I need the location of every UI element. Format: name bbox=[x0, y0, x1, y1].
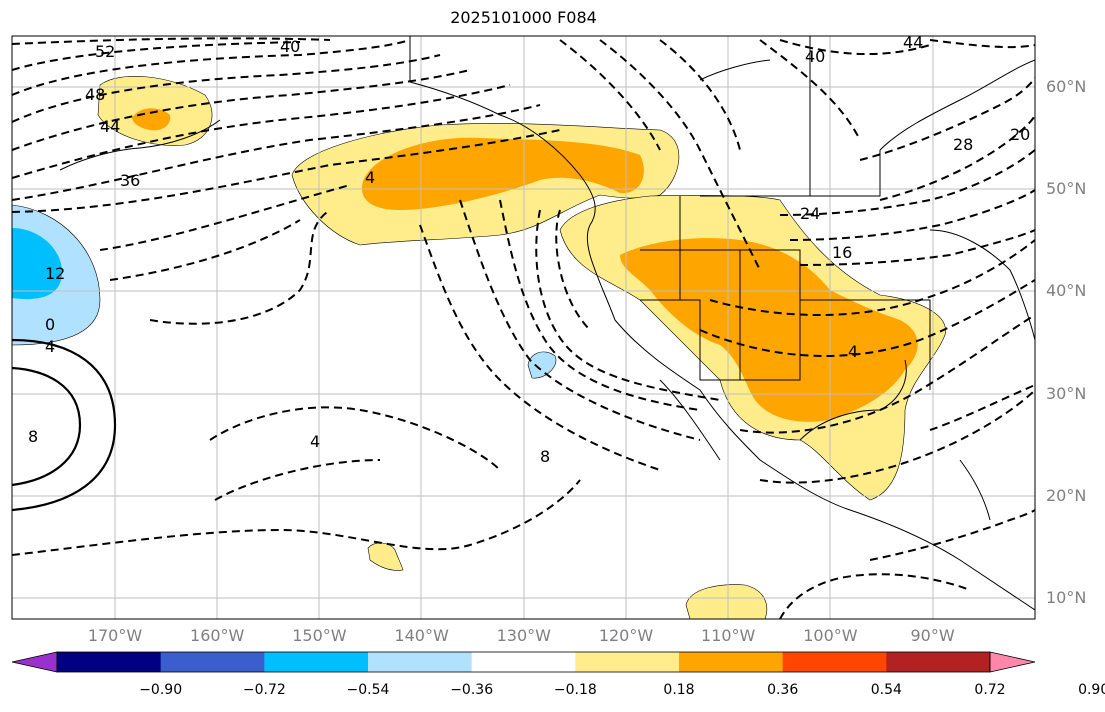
colorbar-tick-label: 0.90 bbox=[1078, 682, 1105, 698]
shade-light-blue-small bbox=[527, 351, 557, 379]
contour-label: 52 bbox=[95, 42, 115, 61]
map-frame bbox=[11, 35, 1036, 620]
contour-label: 48 bbox=[85, 85, 105, 104]
longitude-label: 170°W bbox=[87, 626, 143, 645]
contour-label: 36 bbox=[120, 171, 140, 190]
contour-label: 28 bbox=[953, 135, 973, 154]
longitude-label: 120°W bbox=[598, 626, 654, 645]
longitude-label: 110°W bbox=[701, 626, 756, 645]
longitude-label: 160°W bbox=[190, 626, 245, 645]
colorbar-extend-high bbox=[989, 651, 1036, 673]
colorbar-segment bbox=[575, 652, 680, 672]
colorbar bbox=[11, 651, 1036, 673]
contour-labels: 52 40 48 44 36 4 40 44 28 20 24 16 12 0 … bbox=[28, 33, 1030, 466]
latitude-label: 40°N bbox=[1046, 281, 1087, 301]
shade-orange-us bbox=[620, 238, 918, 422]
latitude-label: 20°N bbox=[1046, 485, 1087, 505]
colorbar-segment bbox=[57, 652, 162, 672]
latitude-label: 60°N bbox=[1046, 77, 1087, 96]
contour-label: 20 bbox=[1010, 125, 1030, 144]
longitude-label: 150°W bbox=[292, 626, 347, 645]
plot-title: 2025101000 F084 bbox=[450, 8, 597, 27]
shade-yellow-south bbox=[685, 584, 768, 619]
contour-label: 24 bbox=[800, 204, 820, 223]
colorbar-tick-label: 0.72 bbox=[974, 682, 1006, 698]
colorbar-tick-label: 0.36 bbox=[767, 682, 799, 698]
contour-label: 0 bbox=[45, 315, 55, 334]
contour-label: 40 bbox=[805, 47, 825, 66]
colorbar-frame bbox=[56, 651, 991, 673]
colorbar-segment bbox=[368, 652, 473, 672]
contour-label: 44 bbox=[903, 33, 923, 52]
colorbar-tick-label: −0.18 bbox=[553, 682, 597, 698]
colorbar-tick-label: −0.90 bbox=[139, 682, 183, 698]
colorbar-segment bbox=[679, 652, 784, 672]
colorbar-tick-label: 0.54 bbox=[870, 682, 902, 698]
contour-label: 12 bbox=[45, 264, 65, 283]
contour-label: 16 bbox=[832, 243, 852, 262]
latitude-label: 30°N bbox=[1046, 383, 1087, 403]
colorbar-extend-low bbox=[11, 651, 58, 673]
contour-label: 4 bbox=[45, 337, 55, 356]
longitude-label: 100°W bbox=[803, 626, 858, 645]
colorbar-segment bbox=[160, 652, 265, 672]
colorbar-tick-label: −0.54 bbox=[346, 682, 390, 698]
contour-label: 4 bbox=[365, 168, 375, 187]
longitude-label: 140°W bbox=[394, 626, 449, 645]
longitude-label: 130°W bbox=[496, 626, 551, 645]
contour-label: 40 bbox=[280, 37, 300, 56]
colorbar-segment bbox=[471, 652, 576, 672]
colorbar-segment bbox=[886, 652, 991, 672]
contour-label: 4 bbox=[848, 342, 858, 361]
colorbar-tick-label: −0.36 bbox=[450, 682, 494, 698]
shade-cyan-west bbox=[12, 228, 62, 300]
colorbar-tick-label: −0.72 bbox=[242, 682, 286, 698]
solid-contours bbox=[12, 338, 117, 512]
contour-label: 44 bbox=[100, 117, 120, 136]
contour-label: 4 bbox=[310, 432, 320, 451]
contour-label: 8 bbox=[28, 427, 38, 446]
latitude-label: 50°N bbox=[1046, 179, 1087, 199]
graticule bbox=[12, 36, 1035, 619]
longitude-label: 90°W bbox=[910, 626, 955, 645]
shade-yellow-hawaii-1 bbox=[367, 542, 404, 571]
latitude-label: 10°N bbox=[1046, 588, 1087, 607]
colorbar-segment bbox=[782, 652, 887, 672]
dashed-contours bbox=[12, 37, 1035, 619]
contour-label: 8 bbox=[540, 447, 550, 466]
shade-orange-northpacific bbox=[361, 137, 644, 210]
colorbar-tick-label: 0.18 bbox=[663, 682, 695, 698]
colorbar-segment bbox=[264, 652, 369, 672]
